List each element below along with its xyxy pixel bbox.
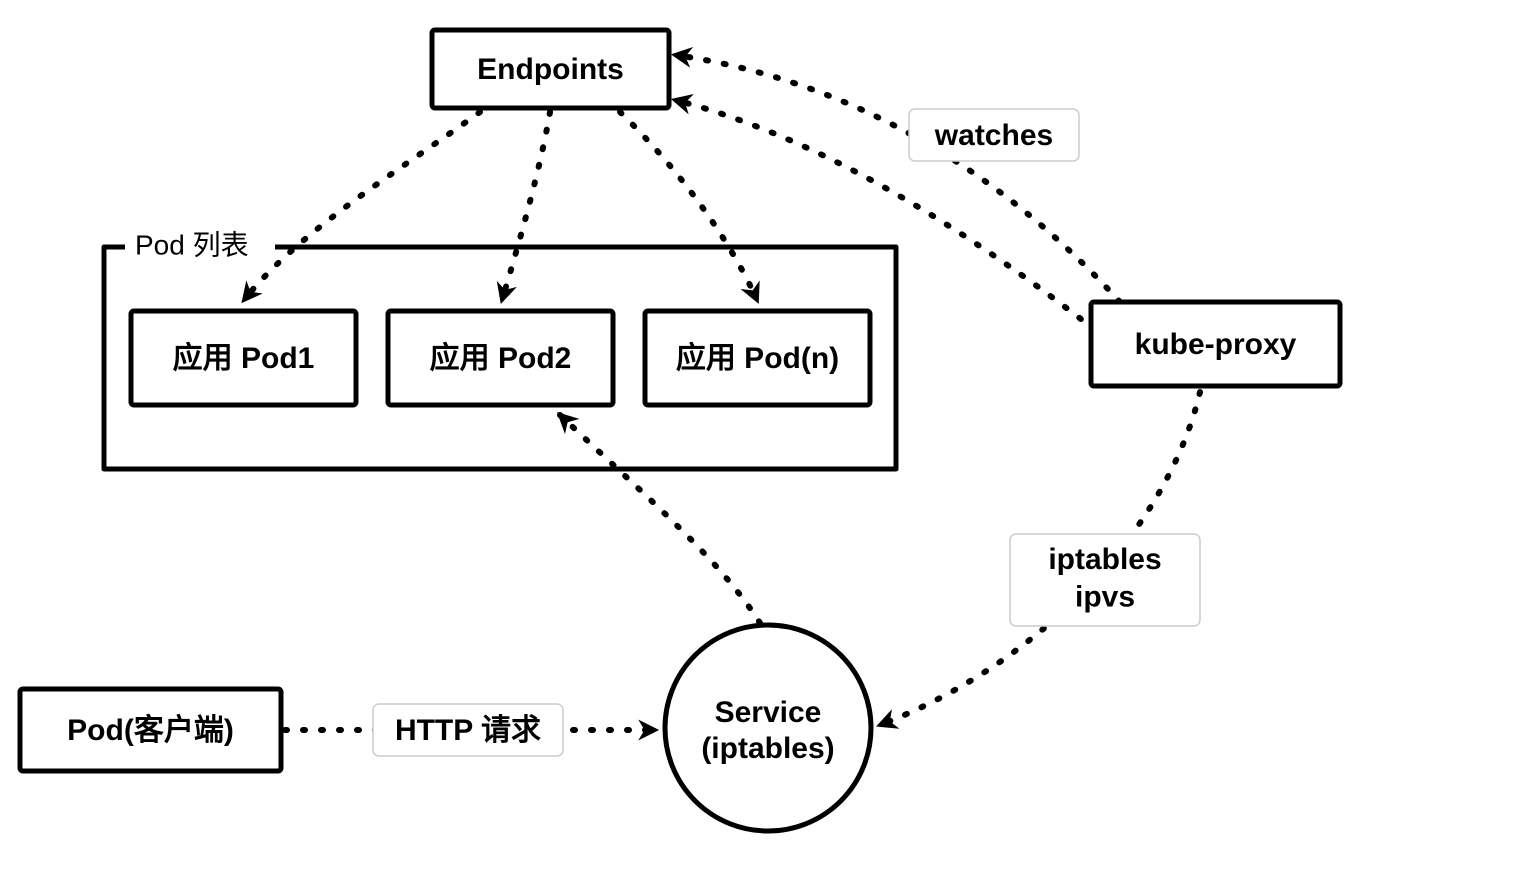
e_kubeproxy_service-label-text-1: ipvs — [1075, 581, 1135, 614]
node-service: Service(iptables) — [665, 625, 871, 831]
node-pod1: 应用 Pod1 — [131, 311, 356, 405]
e_kubeproxy_service-label-text-0: iptables — [1048, 543, 1161, 576]
node-client_pod-label: Pod(客户端) — [67, 713, 234, 747]
node-service-label-1: Service — [715, 696, 822, 729]
e_service_pods — [560, 415, 760, 623]
nodes-layer: Pod 列表应用 Pod1 应用 Pod2 应用 Pod(n) Endpoints ku… — [20, 30, 1340, 831]
e_kubeproxy_endpoints_bot-label: watches — [909, 109, 1079, 161]
node-endpoints-label: Endpoints — [477, 53, 624, 86]
e_kubeproxy_endpoints_bot-label-text: watches — [934, 119, 1053, 152]
e_endpoints_podn — [620, 112, 757, 300]
e_client_service-label-text: HTTP 请求 — [395, 714, 541, 747]
node-podn-label: 应用 Pod(n) — [676, 341, 839, 375]
e_endpoints_pod2 — [502, 112, 550, 300]
e_client_service-label: HTTP 请求 — [373, 704, 563, 756]
node-service-label-2: (iptables) — [701, 732, 834, 765]
e_endpoints_pod1 — [244, 112, 480, 300]
node-podn: 应用 Pod(n) — [645, 311, 870, 405]
node-pod2: 应用 Pod2 — [388, 311, 613, 405]
node-endpoints: Endpoints — [432, 30, 669, 108]
e_kubeproxy_service-label: iptables ipvs — [1010, 534, 1200, 626]
node-pod1-label: 应用 Pod1 — [173, 341, 315, 375]
node-kube_proxy-label: kube-proxy — [1135, 328, 1297, 361]
node-kube_proxy: kube-proxy — [1091, 302, 1340, 386]
node-pod2-label: 应用 Pod2 — [430, 341, 572, 375]
node-pod_group-label: Pod 列表 — [135, 229, 249, 260]
node-client_pod: Pod(客户端) — [20, 689, 281, 771]
